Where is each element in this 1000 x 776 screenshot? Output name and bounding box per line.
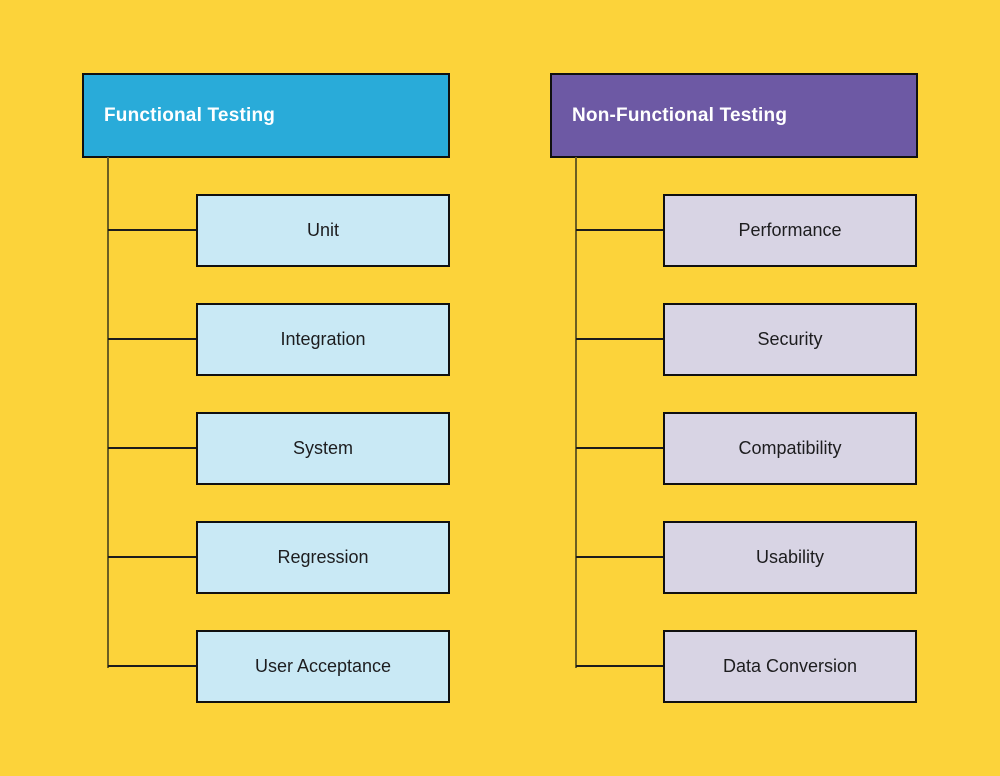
functional-branch-connector xyxy=(108,665,196,667)
non-functional-testing-header[interactable]: Non-Functional Testing xyxy=(550,73,918,158)
node-label: Integration xyxy=(280,329,366,349)
node-label: Security xyxy=(757,329,823,349)
node-security[interactable]: Security xyxy=(663,303,917,376)
functional-branch-connector xyxy=(108,338,196,340)
node-label: Unit xyxy=(306,220,339,240)
non-functional-branch-connector xyxy=(576,338,663,340)
node-label: Compatibility xyxy=(738,438,842,458)
non-functional-testing-header-label: Non-Functional Testing xyxy=(572,104,788,126)
non-functional-branch-connector xyxy=(576,556,663,558)
non-functional-trunk-connector xyxy=(575,157,577,668)
node-integration[interactable]: Integration xyxy=(196,303,450,376)
node-unit[interactable]: Unit xyxy=(196,194,450,267)
node-compatibility[interactable]: Compatibility xyxy=(663,412,917,485)
functional-branch-connector xyxy=(108,556,196,558)
node-system[interactable]: System xyxy=(196,412,450,485)
functional-trunk-connector xyxy=(107,157,109,668)
non-functional-branch-connector xyxy=(576,665,663,667)
node-label: Regression xyxy=(277,547,369,567)
functional-branch-connector xyxy=(108,229,196,231)
non-functional-branch-connector xyxy=(576,447,663,449)
functional-testing-header-label: Functional Testing xyxy=(104,104,276,126)
non-functional-branch-connector xyxy=(576,229,663,231)
node-label: User Acceptance xyxy=(254,656,392,676)
node-performance[interactable]: Performance xyxy=(663,194,917,267)
node-usability[interactable]: Usability xyxy=(663,521,917,594)
node-label: Data Conversion xyxy=(722,656,858,676)
node-label: Performance xyxy=(738,220,842,240)
node-label: System xyxy=(292,438,353,458)
functional-testing-header[interactable]: Functional Testing xyxy=(82,73,450,158)
node-label: Usability xyxy=(755,547,825,567)
node-regression[interactable]: Regression xyxy=(196,521,450,594)
functional-branch-connector xyxy=(108,447,196,449)
node-user-acceptance[interactable]: User Acceptance xyxy=(196,630,450,703)
node-data-conversion[interactable]: Data Conversion xyxy=(663,630,917,703)
